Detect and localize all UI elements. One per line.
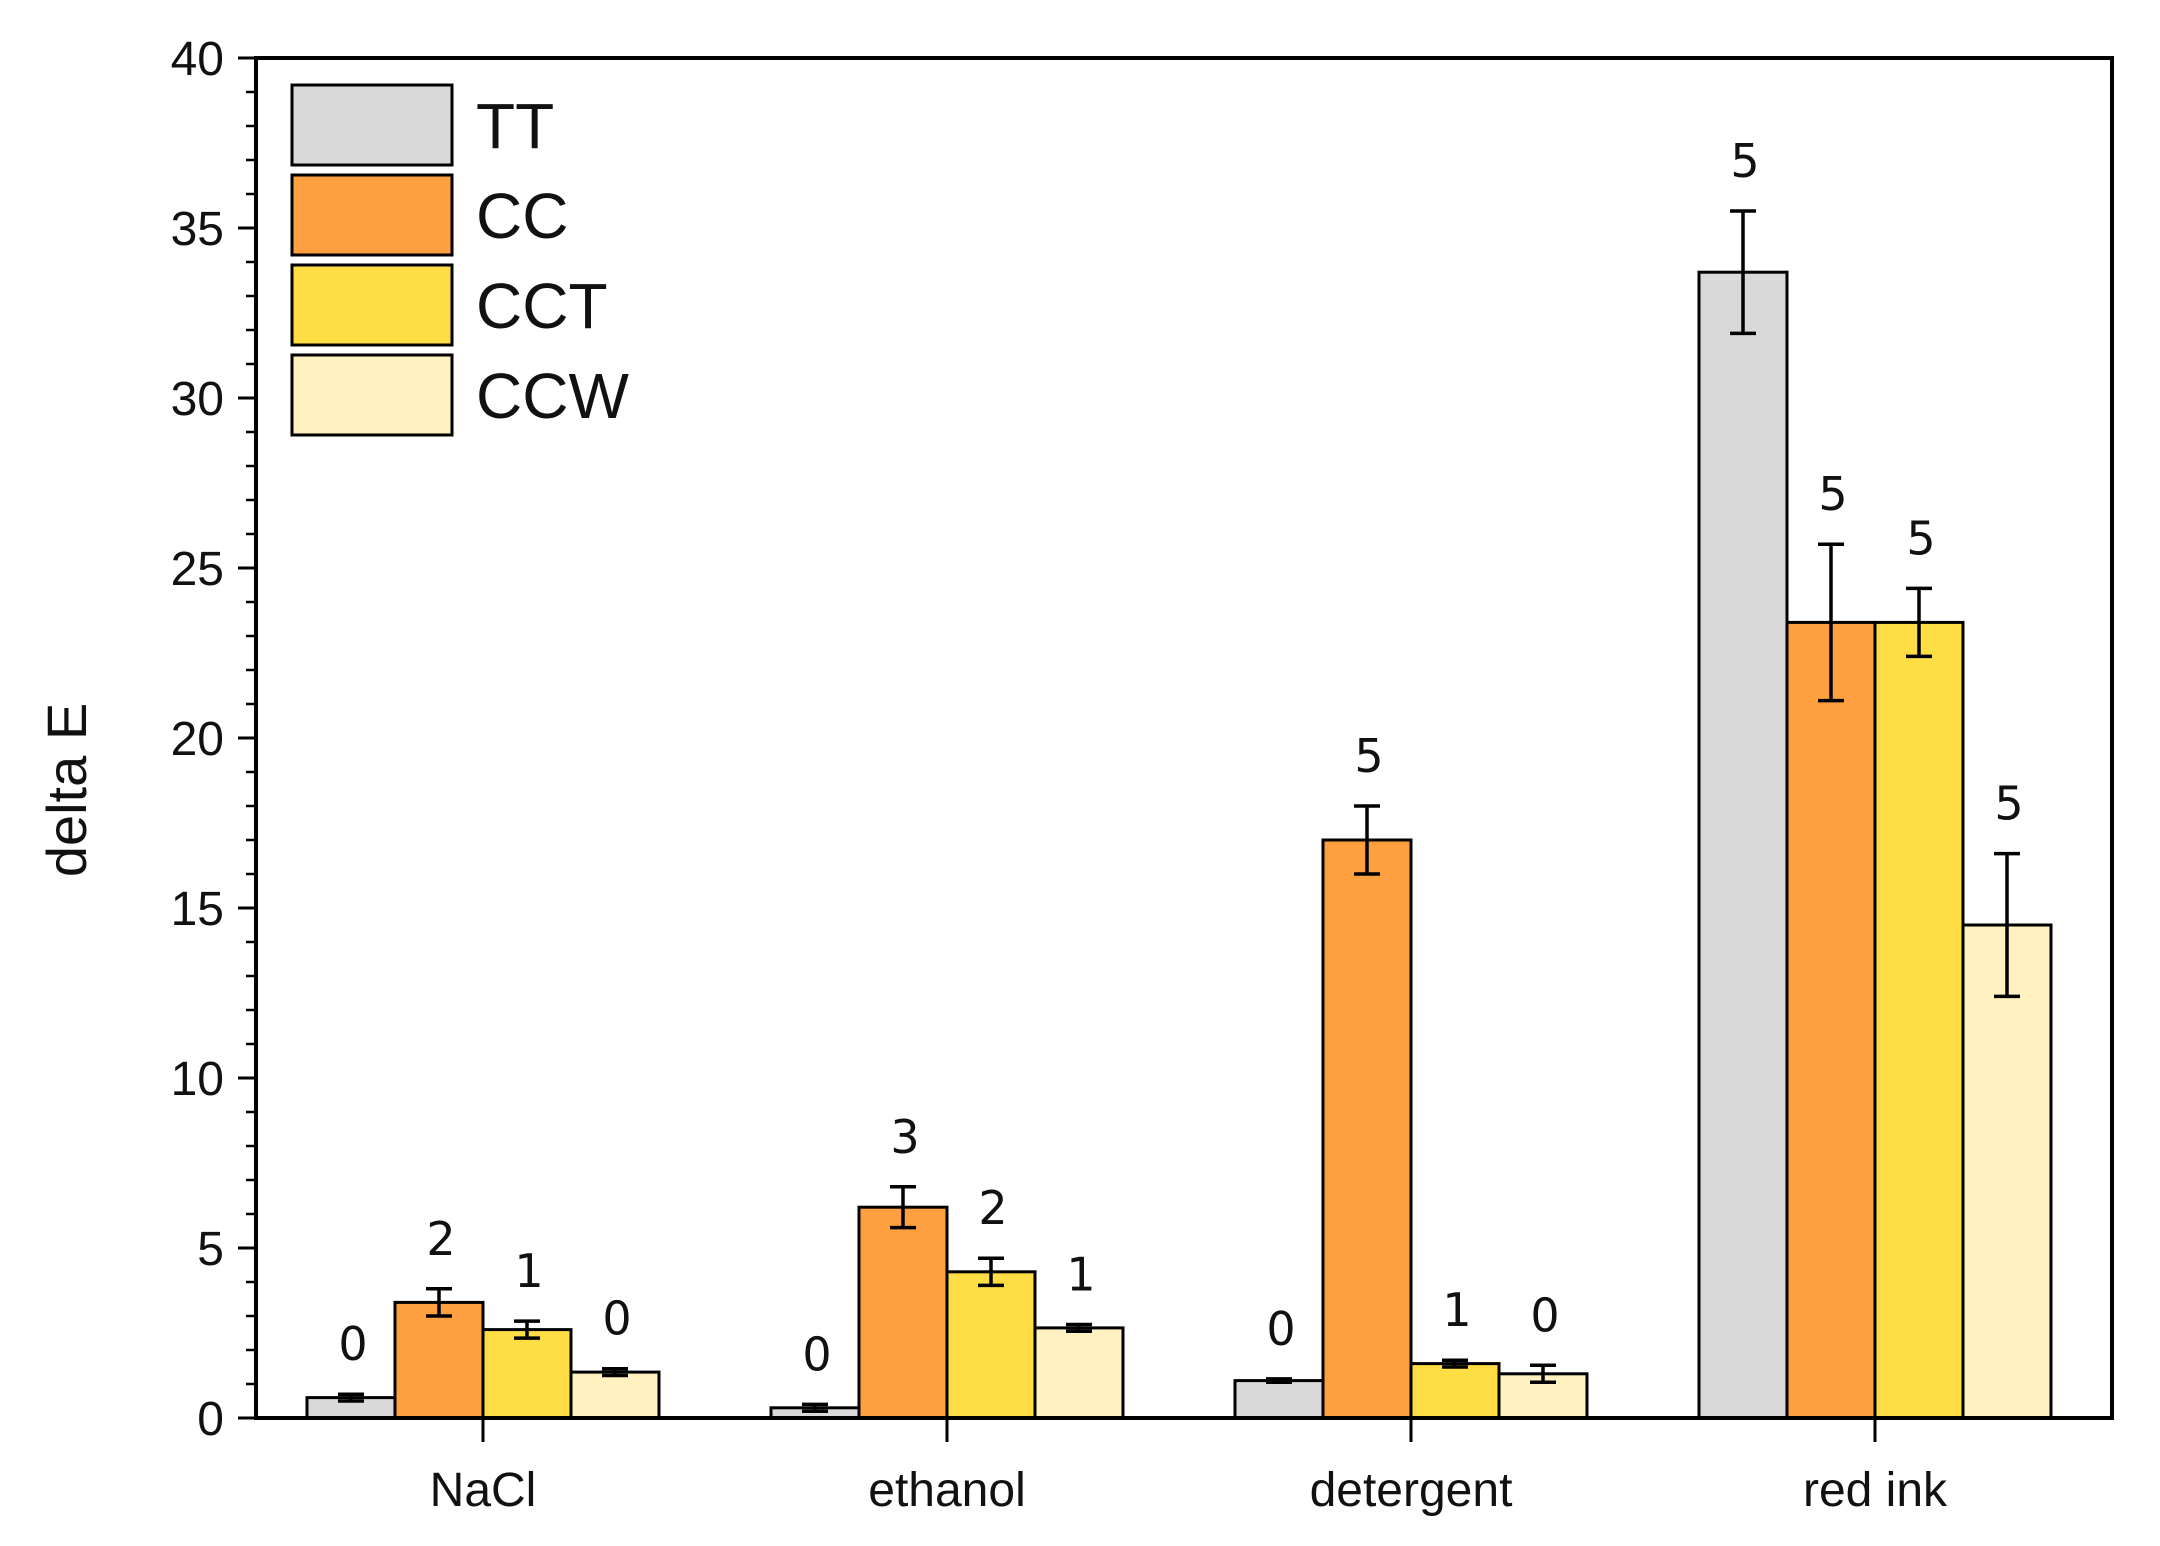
y-tick-label: 20: [171, 713, 224, 766]
x-tick-label: detergent: [1310, 1464, 1513, 1517]
bar-cct-detergent: [1409, 1362, 1501, 1420]
bar-ccw-ethanol: [1033, 1326, 1125, 1420]
bar-ccw-red-ink: [1961, 923, 2053, 1420]
x-tick-label: ethanol: [868, 1464, 1025, 1517]
data-label: 1: [514, 1244, 543, 1298]
data-label: 0: [1266, 1302, 1295, 1356]
data-label: 3: [890, 1110, 919, 1164]
data-label: 5: [1354, 729, 1383, 783]
legend-label-tt: TT: [476, 90, 554, 162]
y-tick-label: 25: [171, 543, 224, 596]
bar-cc-detergent: [1321, 838, 1413, 1420]
data-label: 1: [1442, 1283, 1471, 1337]
legend-swatch-cc: [290, 173, 454, 257]
bar-cct-ethanol: [945, 1270, 1037, 1420]
y-tick-label: 40: [171, 33, 224, 86]
legend-swatch-ccw: [290, 353, 454, 437]
x-tick-label: NaCl: [430, 1464, 537, 1517]
x-tick-label: red ink: [1803, 1464, 1948, 1517]
data-label: 2: [426, 1212, 455, 1266]
bar-cct-red-ink: [1873, 620, 1965, 1420]
bar-tt-detergent: [1233, 1379, 1325, 1420]
legend-swatch-cct: [290, 263, 454, 347]
data-label: 0: [602, 1292, 631, 1346]
data-label: 0: [802, 1327, 831, 1381]
data-label: 5: [1906, 511, 1935, 565]
legend-label-cct: CCT: [476, 270, 608, 342]
y-tick-label: 10: [171, 1053, 224, 1106]
legend-label-cc: CC: [476, 180, 568, 252]
bar-tt-red-ink: [1697, 270, 1789, 1420]
y-axis-title: delta E: [35, 703, 98, 877]
bar-cc-red-ink: [1785, 620, 1877, 1420]
data-label: 5: [1730, 134, 1759, 188]
bar-ccw-nacl: [569, 1370, 661, 1420]
data-label: 0: [338, 1317, 367, 1371]
data-label: 0: [1530, 1288, 1559, 1342]
data-label: 5: [1818, 467, 1847, 521]
y-tick-label: 0: [197, 1393, 224, 1446]
legend-label-ccw: CCW: [476, 360, 629, 432]
y-tick-label: 35: [171, 203, 224, 256]
legend: TT CC CCT CCW: [290, 83, 629, 437]
y-tick-label: 5: [197, 1223, 224, 1276]
plot-frame: [254, 56, 2114, 1420]
y-tick-label: 30: [171, 373, 224, 426]
y-tick-label: 15: [171, 883, 224, 936]
data-label: 1: [1066, 1248, 1095, 1302]
legend-swatch-tt: [290, 83, 454, 167]
data-label: 2: [978, 1181, 1007, 1235]
bar-cc-nacl: [393, 1300, 485, 1420]
bar-cc-ethanol: [857, 1205, 949, 1420]
bar-cct-nacl: [481, 1328, 573, 1420]
data-label: 5: [1994, 777, 2023, 831]
